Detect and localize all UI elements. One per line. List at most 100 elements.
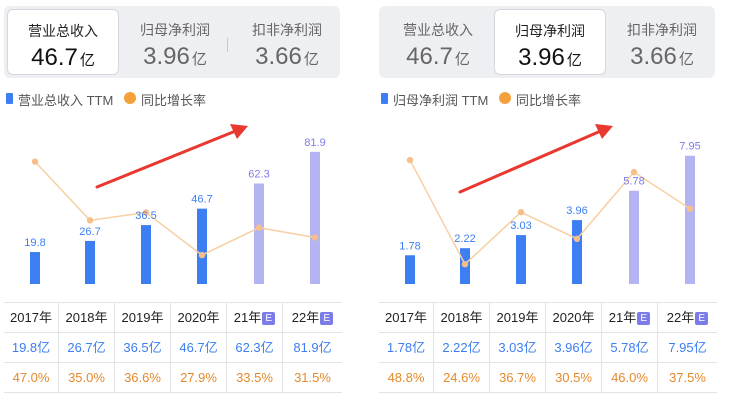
tab-label: 营业总收入	[28, 23, 98, 39]
tab-revenue[interactable]: 营业总收入 46.7 亿	[382, 9, 494, 75]
growth-cell: 36.7%	[490, 363, 546, 393]
value-cell: 5.78亿	[602, 333, 658, 363]
growth-point	[573, 235, 581, 243]
net-profit-panel: 营业总收入 46.7 亿 归母净利润 3.96 亿 扣非净利润 3.66 亿 归母净利…	[375, 0, 730, 402]
tab-adjusted-net-profit[interactable]: 扣非净利润 3.66 亿	[606, 9, 718, 75]
metric-tabbar: 营业总收入 46.7 亿 归母净利润 3.96 亿 扣非净利润 3.66 亿	[4, 6, 340, 78]
bar-value-label: 7.95	[679, 141, 700, 153]
growth-cell: 47.0%	[4, 363, 59, 393]
year-label: 21年	[608, 310, 637, 325]
growth-point	[461, 261, 469, 268]
tab-value: 3.96	[518, 44, 565, 71]
year-label: 22年	[666, 310, 695, 325]
growth-cell: 36.6%	[115, 363, 171, 393]
year-cell-estimate: 22年 E	[283, 303, 342, 333]
bar-value-label: 3.96	[566, 205, 587, 217]
value-row: 1.78亿 2.22亿 3.03亿 3.96亿 5.78亿 7.95亿	[379, 333, 717, 363]
bar	[572, 220, 582, 284]
tab-label: 营业总收入	[403, 22, 473, 38]
estimate-badge: E	[695, 312, 709, 325]
legend-label-line: 同比增长率	[516, 93, 582, 108]
year-cell: 2019年	[490, 303, 546, 333]
growth-cell: 31.5%	[294, 370, 331, 385]
tab-net-profit[interactable]: 归母净利润 3.96 亿	[494, 9, 606, 75]
tab-net-profit[interactable]: 归母净利润 3.96 亿	[119, 9, 231, 75]
data-table: 2017年 2018年 2019年 2020年 21年 E 22年 E 1.78亿 …	[379, 302, 717, 393]
dot-swatch-icon	[499, 92, 511, 104]
tab-value: 3.66	[630, 43, 677, 70]
bar	[516, 235, 526, 284]
bar	[405, 255, 415, 284]
growth-point	[31, 158, 39, 165]
bar-value-label: 2.22	[454, 233, 475, 245]
legend-item-line[interactable]: 同比增长率	[124, 90, 224, 108]
tab-divider	[227, 38, 228, 52]
legend-item-bar[interactable]: 营业总收入 TTM	[6, 90, 146, 108]
growth-point	[630, 168, 638, 176]
tab-unit: 亿	[454, 51, 470, 68]
estimate-badge: E	[637, 312, 651, 325]
trend-arrow-icon	[458, 124, 613, 194]
tab-revenue[interactable]: 营业总收入 46.7 亿	[7, 9, 119, 75]
bar	[30, 252, 40, 284]
legend-label-line: 同比增长率	[141, 93, 207, 108]
data-table: 2017年 2018年 2019年 2020年 21年 E 22年 E 19.8亿 …	[4, 302, 342, 393]
bar-estimate	[310, 151, 320, 284]
year-cell: 2018年	[59, 303, 115, 333]
growth-point	[86, 217, 94, 224]
year-cell-estimate: 22年 E	[658, 303, 717, 333]
growth-point	[311, 234, 319, 241]
arrow-shaft	[95, 128, 240, 189]
legend-item-bar[interactable]: 归母净利润 TTM	[381, 90, 521, 108]
tab-unit: 亿	[79, 52, 95, 69]
year-cell: 2020年	[546, 303, 602, 333]
value-cell: 46.7亿	[171, 333, 227, 363]
bar	[141, 225, 151, 284]
bar-value-label: 19.8	[24, 237, 45, 249]
tab-value: 46.7	[31, 44, 78, 71]
estimate-badge: E	[320, 312, 334, 325]
tab-label: 归母净利润	[515, 23, 585, 39]
bar-value-label: 81.9	[304, 137, 325, 149]
legend-label-bar: 归母净利润 TTM	[393, 93, 489, 108]
value-cell: 81.9亿	[293, 340, 332, 355]
dot-swatch-icon	[124, 92, 136, 104]
arrow-shaft	[458, 128, 605, 194]
revenue-chart: 19.8 26.7 36.5 46.7 62.3 81.9	[24, 124, 326, 284]
growth-row: 47.0% 35.0% 36.6% 27.9% 33.5% 31.5%	[4, 363, 342, 393]
value-cell: 3.96亿	[546, 333, 602, 363]
bar-swatch-icon	[6, 93, 13, 104]
estimate-badge: E	[262, 312, 276, 325]
value-cell: 19.8亿	[4, 333, 59, 363]
trend-arrow-icon	[95, 124, 248, 189]
value-cell: 7.95亿	[668, 340, 707, 355]
revenue-panel: 营业总收入 46.7 亿 归母净利润 3.96 亿 扣非净利润 3.66 亿 营业总收…	[0, 0, 355, 402]
arrow-head	[230, 124, 248, 139]
bar-estimate	[629, 190, 639, 284]
value-row: 19.8亿 26.7亿 36.5亿 46.7亿 62.3亿 81.9亿	[4, 333, 342, 363]
bar-value-label: 46.7	[191, 194, 212, 206]
tab-unit: 亿	[678, 51, 694, 68]
growth-cell: 35.0%	[59, 363, 115, 393]
tab-adjusted-net-profit[interactable]: 扣非净利润 3.66 亿	[227, 9, 343, 75]
growth-point	[198, 251, 206, 259]
legend-item-line[interactable]: 同比增长率	[499, 90, 599, 108]
growth-cell: 24.6%	[434, 363, 490, 393]
bar-value-label: 36.5	[135, 210, 156, 222]
value-cell: 36.5亿	[115, 333, 171, 363]
value-cell: 2.22亿	[434, 333, 490, 363]
bar-value-label: 26.7	[79, 226, 100, 238]
year-cell: 2017年	[379, 303, 434, 333]
growth-point	[517, 208, 525, 216]
legend-label-bar: 营业总收入 TTM	[18, 93, 114, 108]
year-cell: 2018年	[434, 303, 490, 333]
growth-cell: 37.5%	[669, 370, 706, 385]
value-cell: 3.03亿	[490, 333, 546, 363]
bar-value-label: 3.03	[510, 220, 531, 232]
year-cell: 2019年	[115, 303, 171, 333]
bar-swatch-icon	[381, 93, 388, 104]
tab-unit: 亿	[191, 51, 207, 68]
bar-value-label: 62.3	[248, 168, 269, 180]
growth-cell: 46.0%	[602, 363, 658, 393]
bar	[85, 240, 95, 284]
